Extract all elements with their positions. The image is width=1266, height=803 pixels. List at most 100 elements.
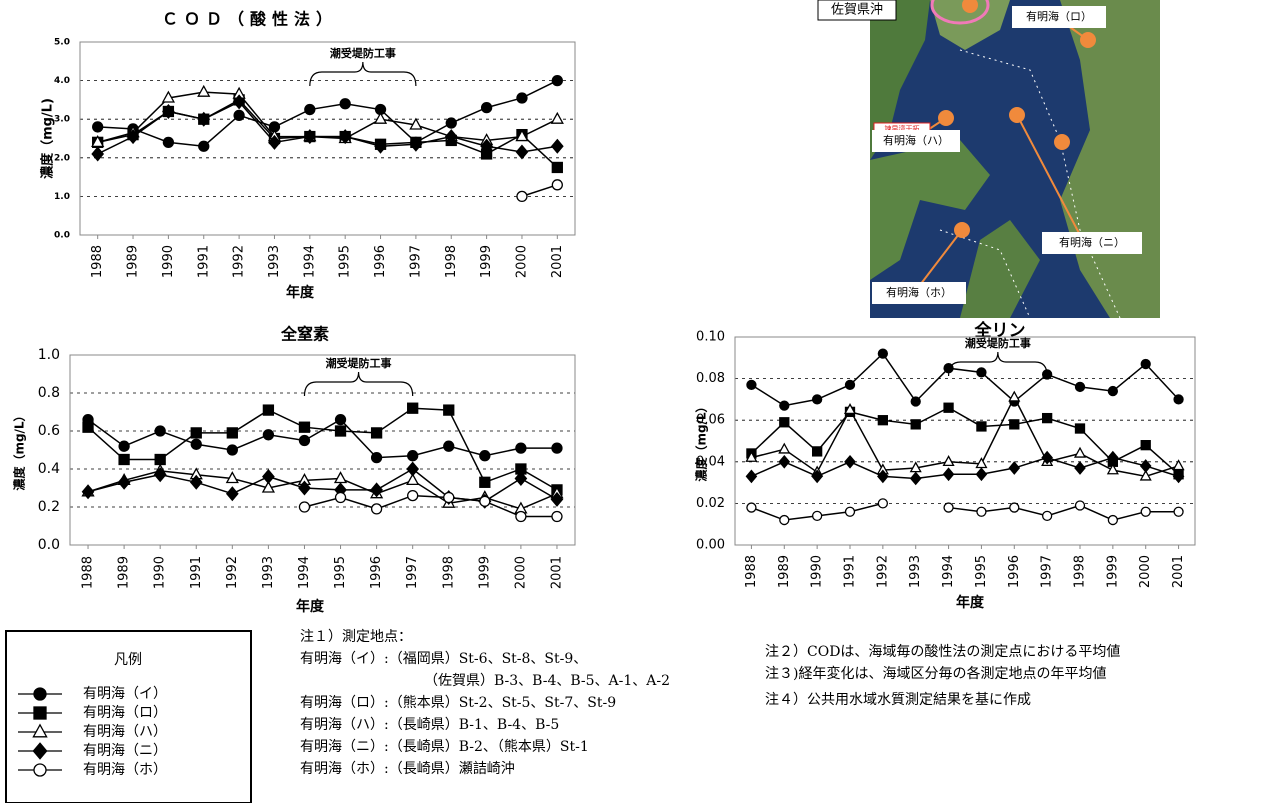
map-label: 有明海（ロ） [1026, 9, 1092, 23]
marker [911, 473, 921, 485]
marker [155, 426, 165, 436]
marker [911, 420, 920, 429]
x-tick-label: 1992 [232, 245, 247, 278]
x-tick-label: 1991 [843, 555, 858, 588]
marker [340, 99, 350, 109]
note-line: 有明海（ホ）:（長崎県）瀬詰崎沖 [300, 761, 515, 777]
note-line: （佐賀県）B-3、B-4、B-5、A-1、A-2 [424, 673, 670, 689]
annotation: 潮受堤防工事 [330, 46, 396, 60]
map-label: 佐賀県沖 [831, 3, 883, 18]
legend-title: 凡例 [114, 652, 142, 668]
x-tick-label: 1990 [153, 556, 168, 589]
x-tick-label: 1992 [875, 555, 890, 588]
marker [746, 471, 756, 483]
x-tick-label: 1995 [333, 556, 348, 589]
marker [227, 428, 237, 438]
y-tick-label: 0.02 [696, 496, 725, 511]
y-tick-label: 1.0 [54, 192, 70, 202]
y-tick-label: 0.6 [38, 423, 60, 439]
marker [92, 147, 103, 160]
marker [779, 444, 789, 453]
marker [977, 368, 986, 377]
legend-label: 有明海（ニ） [83, 743, 167, 759]
marker [1009, 392, 1019, 401]
marker [516, 512, 526, 522]
legend-label: 有明海（ロ） [83, 705, 167, 721]
marker [779, 456, 789, 468]
x-axis-title: 年度 [296, 598, 325, 615]
marker [375, 113, 386, 123]
marker [1043, 414, 1052, 423]
marker [305, 105, 315, 115]
map-point [963, 0, 977, 12]
marker [944, 364, 953, 373]
annotation-brace [949, 352, 1048, 376]
note-line: 注１）測定地点： [300, 629, 412, 645]
marker [977, 422, 986, 431]
note-line: 有明海（ロ）:（熊本県）St-2、St-5、St-7、St-9 [300, 695, 616, 711]
x-tick-label: 2000 [514, 245, 529, 278]
x-tick-label: 1988 [90, 245, 105, 278]
marker [408, 491, 418, 501]
marker [813, 511, 822, 520]
note-line: 注３)経年変化は、海域区分毎の各測定地点の年平均値 [765, 665, 1106, 682]
x-tick-label: 1998 [441, 556, 456, 589]
marker [227, 445, 237, 455]
legend-label: 有明海（ハ） [83, 724, 167, 740]
marker [846, 380, 855, 389]
x-tick-label: 1998 [1073, 555, 1088, 588]
marker [944, 456, 954, 465]
marker [517, 191, 527, 201]
map-label: 有明海（ハ） [883, 133, 949, 147]
marker [83, 422, 93, 432]
marker [444, 493, 454, 503]
marker [1141, 507, 1150, 516]
x-tick-label: 2001 [550, 245, 565, 278]
marker [299, 436, 309, 446]
marker [552, 443, 562, 453]
x-axis-title: 年度 [286, 284, 315, 301]
x-tick-label: 1991 [196, 245, 211, 278]
x-tick-label: 1993 [908, 555, 923, 588]
y-tick-label: 0.0 [54, 231, 70, 241]
chart-title: ＣＯＤ（酸性法） [162, 10, 338, 29]
marker [944, 468, 954, 480]
y-tick-label: 0.0 [38, 537, 60, 553]
marker [552, 140, 563, 153]
y-axis-title: 濃度（mg/L） [694, 400, 709, 481]
marker [878, 499, 887, 508]
y-tick-label: 3.0 [54, 115, 70, 125]
marker [263, 405, 273, 415]
marker [845, 456, 855, 468]
marker [1076, 424, 1085, 433]
x-tick-label: 1996 [369, 556, 384, 589]
marker [1174, 395, 1183, 404]
marker [480, 477, 490, 487]
marker [299, 422, 309, 432]
note-line: 有明海（ハ）:（長崎県）B-1、B-4、B-5 [300, 717, 559, 733]
annotation: 潮受堤防工事 [326, 356, 392, 370]
marker [1174, 507, 1183, 516]
marker [93, 122, 103, 132]
marker [1174, 461, 1184, 470]
marker [34, 764, 46, 776]
annotation-brace [310, 62, 416, 86]
x-tick-label: 1989 [777, 555, 792, 588]
x-tick-label: 1997 [1040, 555, 1055, 588]
x-tick-label: 1995 [974, 555, 989, 588]
legend-label: 有明海（ホ） [83, 762, 167, 778]
marker [408, 451, 418, 461]
map: 佐賀県沖 有明海（ロ） 諫早湾干拓 有明海（ハ） 有明海（ニ） 有明海（ホ） [818, 0, 1160, 318]
x-tick-label: 1990 [161, 245, 176, 278]
x-tick-label: 1990 [810, 555, 825, 588]
y-tick-label: 4.0 [54, 76, 70, 86]
marker [1108, 516, 1117, 525]
marker [813, 395, 822, 404]
x-tick-label: 1997 [405, 556, 420, 589]
marker [944, 403, 953, 412]
marker [227, 487, 238, 500]
marker [372, 504, 382, 514]
y-tick-label: 0.8 [38, 385, 60, 401]
marker [119, 441, 129, 451]
